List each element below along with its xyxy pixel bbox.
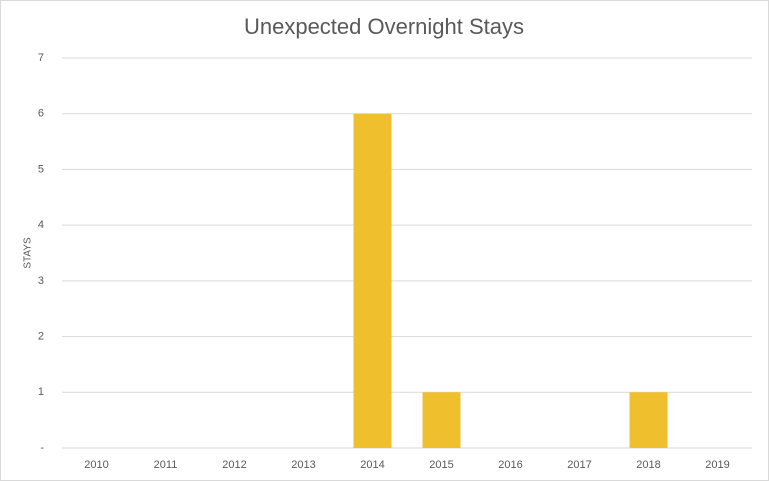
y-tick-label: 2 [38, 330, 44, 342]
bar [353, 113, 392, 448]
y-tick-label: 7 [38, 52, 44, 64]
y-tick-label: - [40, 442, 44, 454]
x-tick-label: 2018 [636, 459, 660, 471]
x-tick-label: 2013 [291, 459, 315, 471]
x-tick-label: 2014 [360, 459, 384, 471]
chart-title: Unexpected Overnight Stays [244, 14, 524, 39]
y-tick-label: 3 [38, 275, 44, 287]
bar [422, 392, 461, 448]
y-tick-label: 6 [38, 108, 44, 120]
bar [629, 392, 668, 448]
x-tick-label: 2019 [705, 459, 729, 471]
x-tick-label: 2012 [222, 459, 246, 471]
x-tick-label: 2010 [84, 459, 108, 471]
y-tick-label: 5 [38, 163, 44, 175]
x-tick-label: 2011 [154, 459, 178, 471]
x-tick-label: 2017 [567, 459, 591, 471]
y-axis-label: STAYS [23, 237, 34, 269]
x-tick-label: 2015 [429, 459, 453, 471]
x-tick-label: 2016 [498, 459, 522, 471]
y-tick-label: 4 [38, 219, 44, 231]
y-tick-label: 1 [38, 386, 44, 398]
